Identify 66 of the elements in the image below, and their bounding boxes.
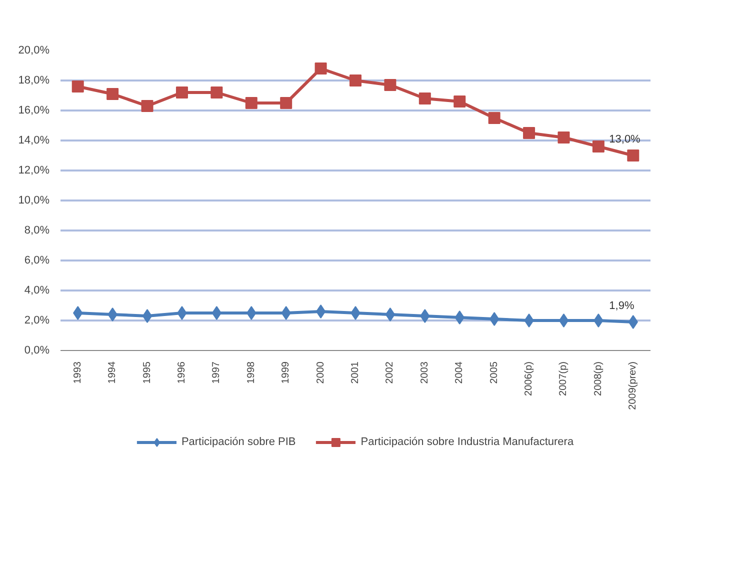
point (454, 96, 466, 108)
annotation: 13,0% (609, 134, 641, 146)
point (280, 97, 292, 109)
y-tick-label: 4,0% (24, 284, 50, 296)
x-tick-label: 2005 (488, 361, 500, 384)
x-tick-label: 2000 (315, 361, 326, 384)
x-tick-label: 1994 (107, 361, 118, 384)
point (176, 86, 188, 98)
y-tick-label: 14,0% (18, 134, 50, 146)
point (524, 314, 534, 328)
y-tick-label: 16,0% (18, 104, 50, 116)
x-tick-label: 2007(p) (558, 362, 570, 396)
point (384, 79, 396, 91)
y-tick-label: 6,0% (24, 254, 50, 266)
point (316, 304, 326, 318)
point (350, 306, 360, 320)
x-tick-label: 1993 (72, 361, 84, 384)
y-tick-label: 10,0% (18, 194, 50, 206)
point (73, 306, 83, 320)
x-tick-label: 1996 (176, 361, 188, 384)
point (558, 314, 569, 328)
point (488, 112, 500, 124)
point (108, 308, 118, 322)
y-tick-label: 12,0% (18, 164, 50, 176)
y-tick-label: 20,0% (18, 44, 50, 56)
x-tick-label: 2002 (384, 361, 396, 384)
point (418, 92, 431, 104)
x-tick-label: 1997 (211, 361, 222, 384)
point (72, 80, 84, 92)
x-tick-label: 2008(p) (592, 362, 604, 396)
point (281, 306, 291, 320)
point (142, 309, 152, 323)
point (592, 140, 604, 152)
x-tick-label: 1998 (246, 361, 257, 384)
point (177, 306, 187, 320)
point (212, 306, 222, 320)
point (558, 132, 570, 144)
point (246, 306, 256, 320)
point (141, 100, 154, 112)
point (106, 88, 119, 100)
point (489, 312, 500, 326)
x-tick-label: 2001 (350, 361, 361, 384)
point (594, 314, 604, 328)
y-tick-label: 2,0% (24, 314, 50, 326)
point (350, 74, 362, 86)
legend-label: Participación sobre Industria Manufacturera (360, 436, 574, 448)
annotation: 1,9% (609, 300, 634, 312)
legend-label: Participación sobre PIB (181, 436, 296, 448)
point (627, 150, 640, 162)
x-tick-label: 1999 (280, 361, 292, 384)
x-tick-label: 1995 (142, 361, 153, 384)
x-tick-label: 2003 (419, 361, 430, 384)
x-tick-label: 2004 (454, 361, 466, 384)
y-tick-label: 0,0% (24, 344, 50, 356)
x-tick-label: 2009(prev) (628, 362, 639, 410)
point (420, 309, 430, 323)
point (628, 315, 638, 329)
x-tick-label: 2006(p) (524, 362, 535, 396)
point (210, 86, 223, 98)
y-tick-label: 18,0% (18, 74, 50, 86)
point (245, 97, 258, 109)
point (314, 62, 327, 74)
y-tick-label: 8,0% (24, 224, 50, 236)
point (523, 127, 536, 139)
point (385, 308, 396, 322)
point (454, 310, 464, 324)
